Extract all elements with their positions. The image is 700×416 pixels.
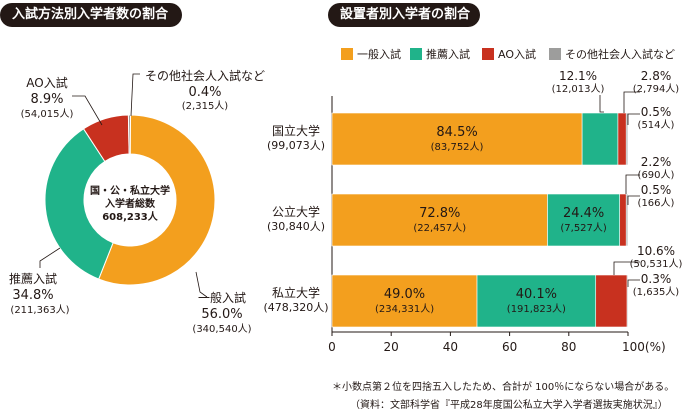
bar-segment-general	[331, 193, 548, 247]
legend-swatch-recommendation	[410, 48, 422, 60]
legend-swatch-ao	[482, 48, 494, 60]
x-tick-label: 40	[443, 340, 458, 354]
category-total: (478,320人)	[263, 301, 328, 314]
bar-value-label: 0.5%	[641, 183, 672, 197]
donut-center-label: 国・公・私立大学	[90, 184, 170, 197]
footnote-source: （資料：文部科学省『平成28年度国公私立大学入学者選抜実施状況』）	[350, 400, 668, 411]
bar-count-label: (83,752人)	[431, 141, 484, 153]
bar-value-label: 84.5%	[436, 125, 477, 140]
donut-label-name: 一般入試	[198, 290, 246, 305]
donut-label-count: (211,363人)	[10, 304, 69, 316]
x-tick-label: 80	[561, 340, 576, 354]
donut-label-percent: 8.9%	[30, 92, 63, 107]
footnote-rounding: ＊小数点第２位を四捨五入したため、合計が 100％にならない場合がある。	[332, 382, 675, 393]
bar-count-label: (191,823人)	[507, 303, 566, 315]
legend-swatch-other	[549, 48, 561, 60]
leader-line	[625, 174, 640, 194]
donut-label-percent: 34.8%	[12, 288, 53, 303]
donut-label-percent: 56.0%	[201, 307, 242, 322]
x-tick-label: 60	[502, 340, 517, 354]
leader-line	[623, 91, 640, 113]
x-tick-label: 20	[384, 340, 399, 354]
bar-segment-ao	[617, 112, 627, 166]
category-label: 私立大学	[272, 285, 320, 300]
bar-value-label: 0.3%	[641, 272, 672, 286]
bar-segment-ao	[619, 193, 627, 247]
bar-value-label: 10.6%	[637, 244, 675, 258]
donut-label-count: (2,315人)	[182, 100, 229, 112]
bar-count-label: (2,794人)	[633, 83, 680, 95]
bar-count-label: (166人)	[638, 197, 675, 209]
donut-slice-other	[127, 114, 132, 155]
donut-slice-general	[98, 114, 216, 286]
bar-segment-recommendation	[547, 193, 621, 247]
leader-line	[195, 271, 208, 298]
leader-line	[627, 113, 640, 125]
category-label: 公立大学	[272, 204, 320, 219]
bar-value-label: 2.2%	[641, 155, 672, 169]
bar-segment-other	[625, 193, 629, 247]
x-tick-label: 0	[328, 340, 336, 354]
bar-count-label: (514人)	[638, 119, 675, 131]
donut-chart-title: 入試方法別入学者数の割合	[0, 3, 182, 27]
bar-segment-other	[626, 274, 629, 328]
category-total: (30,840人)	[267, 220, 325, 233]
leader-line	[72, 95, 103, 126]
bar-segment-other	[625, 112, 629, 166]
bar-segment-recommendation	[581, 112, 619, 166]
bar-segment-general	[331, 112, 583, 166]
bar-count-label: (1,635人)	[633, 286, 680, 298]
donut-hole	[85, 155, 175, 245]
donut-label-name: 推薦入試	[9, 271, 57, 286]
donut-label-count: (54,015人)	[21, 108, 74, 120]
donut-label-name: AO入試	[26, 75, 67, 90]
bar-value-label: 2.8%	[641, 69, 672, 83]
legend-swatch-general	[341, 48, 353, 60]
category-total: (99,073人)	[267, 139, 325, 152]
donut-center-label: 608,233人	[102, 210, 159, 223]
bar-count-label: (7,527人)	[560, 222, 607, 234]
legend-label-general: 一般入試	[357, 47, 401, 61]
legend-label-recommendation: 推薦入試	[426, 47, 470, 61]
donut-label-percent: 0.4%	[188, 85, 221, 100]
bar-count-label: (234,331人)	[375, 303, 434, 315]
leader-line	[613, 261, 640, 275]
leader-line	[39, 247, 61, 268]
bar-segment-ao	[595, 274, 628, 328]
bar-value-label: 12.1%	[559, 69, 597, 83]
bar-count-label: (22,457人)	[413, 222, 466, 234]
leader-line	[627, 195, 640, 205]
bar-count-label: (50,531人)	[630, 258, 683, 270]
leader-line	[627, 279, 640, 287]
bar-value-label: 49.0%	[384, 287, 425, 302]
bar-value-label: 0.5%	[641, 105, 672, 119]
category-label: 国立大学	[272, 123, 320, 138]
bar-chart-title: 設置者別入学者の割合	[328, 3, 480, 27]
bar-count-label: (12,013人)	[552, 83, 605, 95]
bar-value-label: 24.4%	[563, 206, 604, 221]
bar-value-label: 40.1%	[516, 287, 557, 302]
donut-label-count: (340,540人)	[192, 323, 251, 335]
bar-count-label: (690人)	[638, 169, 675, 181]
donut-slice-recommendation	[44, 128, 114, 280]
leader-line	[599, 95, 604, 113]
bar-segment-general	[331, 274, 478, 328]
bar-value-label: 72.8%	[419, 206, 460, 221]
x-tick-label: 100(%)	[622, 340, 666, 354]
leader-line	[130, 73, 140, 117]
legend-label-ao: AO入試	[498, 47, 536, 61]
legend-label-other: その他社会人入試など	[565, 47, 675, 61]
donut-center-label: 入学者総数	[105, 197, 156, 210]
donut-label-name: その他社会人入試など	[145, 68, 265, 83]
